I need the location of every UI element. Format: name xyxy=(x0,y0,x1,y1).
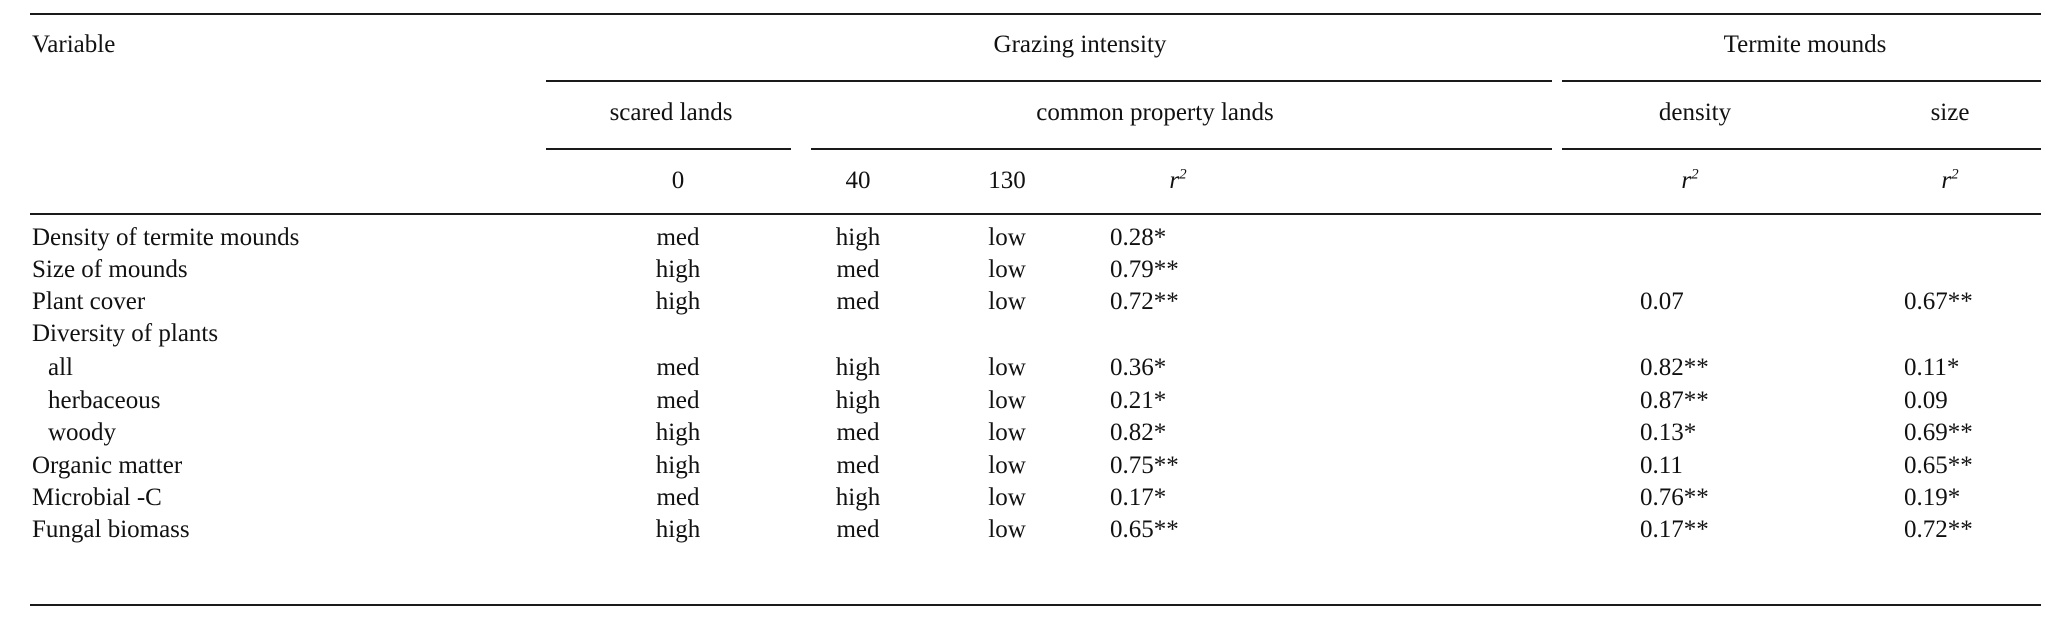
rule-scared-sub xyxy=(546,148,791,150)
cell-r2-size: 0.09 xyxy=(1904,387,1948,414)
cell-r2-size: 0.19* xyxy=(1904,484,1961,511)
cell-r2-size: 0.11* xyxy=(1904,354,1960,381)
cell-r2-density: 0.82** xyxy=(1640,354,1709,381)
cell-r2-density: 0.76** xyxy=(1640,484,1709,511)
cell-grazing-130: low xyxy=(988,516,1026,543)
cell-grazing-40: high xyxy=(835,484,881,511)
cell-grazing-130: low xyxy=(988,452,1026,479)
top-rule xyxy=(30,13,2041,15)
cell-grazing-130: low xyxy=(988,224,1026,251)
cell-grazing-0: high xyxy=(655,256,701,283)
cell-grazing-0: high xyxy=(655,452,701,479)
header-col-0: 0 xyxy=(671,167,685,194)
cell-r2-size: 0.65** xyxy=(1904,452,1973,479)
cell-variable: Microbial -C xyxy=(32,484,162,511)
cell-r2-grazing: 0.65** xyxy=(1110,516,1179,543)
cell-r2-grazing: 0.79** xyxy=(1110,256,1179,283)
cell-grazing-0: high xyxy=(655,419,701,446)
cell-variable: woody xyxy=(48,419,117,446)
cell-r2-density: 0.87** xyxy=(1640,387,1709,414)
cell-grazing-40: med xyxy=(836,516,880,543)
cell-grazing-0: high xyxy=(655,516,701,543)
cell-grazing-40: med xyxy=(836,452,880,479)
cell-grazing-130: low xyxy=(988,354,1026,381)
cell-r2-size: 0.69** xyxy=(1904,419,1973,446)
cell-grazing-0: med xyxy=(656,387,700,414)
header-col-40: 40 xyxy=(845,167,871,194)
cell-grazing-40: med xyxy=(836,256,880,283)
header-density: density xyxy=(1658,99,1732,126)
header-bottom-rule xyxy=(30,213,2041,215)
rule-termite-mounds xyxy=(1562,80,2041,82)
cell-variable: herbaceous xyxy=(48,387,161,414)
cell-r2-density: 0.17** xyxy=(1640,516,1709,543)
cell-grazing-130: low xyxy=(988,256,1026,283)
cell-r2-size: 0.72** xyxy=(1904,516,1973,543)
cell-variable: Density of termite mounds xyxy=(32,224,300,251)
header-r2-size: r2 xyxy=(1941,166,1959,194)
header-scared-lands: scared lands xyxy=(609,99,733,126)
cell-grazing-40: med xyxy=(836,288,880,315)
cell-variable: all xyxy=(48,354,73,381)
cell-r2-grazing: 0.82* xyxy=(1110,419,1167,446)
cell-r2-grazing: 0.17* xyxy=(1110,484,1167,511)
cell-grazing-130: low xyxy=(988,419,1026,446)
cell-grazing-40: high xyxy=(835,387,881,414)
cell-r2-grazing: 0.75** xyxy=(1110,452,1179,479)
cell-r2-size: 0.67** xyxy=(1904,288,1973,315)
rule-termite-sub xyxy=(1562,148,2041,150)
cell-variable: Plant cover xyxy=(32,288,146,315)
cell-r2-density: 0.13* xyxy=(1640,419,1697,446)
cell-grazing-0: high xyxy=(655,288,701,315)
header-termite-mounds: Termite mounds xyxy=(1723,31,1887,58)
cell-variable: Fungal biomass xyxy=(32,516,190,543)
cell-r2-density: 0.11 xyxy=(1640,452,1683,479)
header-r2-density: r2 xyxy=(1681,166,1699,194)
header-variable: Variable xyxy=(32,31,116,58)
cell-variable: Organic matter xyxy=(32,452,183,479)
cell-grazing-40: high xyxy=(835,354,881,381)
cell-r2-grazing: 0.36* xyxy=(1110,354,1167,381)
cell-r2-grazing: 0.28* xyxy=(1110,224,1167,251)
cell-r2-grazing: 0.21* xyxy=(1110,387,1167,414)
header-common-property-lands: common property lands xyxy=(1036,99,1274,126)
cell-grazing-0: med xyxy=(656,484,700,511)
rule-scared-lands xyxy=(546,80,1552,82)
cell-r2-grazing: 0.72** xyxy=(1110,288,1179,315)
cell-r2-density: 0.07 xyxy=(1640,288,1684,315)
cell-grazing-130: low xyxy=(988,484,1026,511)
cell-grazing-0: med xyxy=(656,224,700,251)
cell-grazing-40: med xyxy=(836,419,880,446)
cell-grazing-130: low xyxy=(988,387,1026,414)
rule-common-sub xyxy=(811,148,1552,150)
cell-grazing-130: low xyxy=(988,288,1026,315)
cell-grazing-0: med xyxy=(656,354,700,381)
header-r2-grazing: r2 xyxy=(1169,166,1187,194)
header-size: size xyxy=(1930,99,1970,126)
cell-variable: Diversity of plants xyxy=(32,320,219,347)
header-col-130: 130 xyxy=(988,167,1026,194)
bottom-rule xyxy=(30,604,2041,606)
cell-grazing-40: high xyxy=(835,224,881,251)
header-grazing-intensity: Grazing intensity xyxy=(993,31,1167,58)
cell-variable: Size of mounds xyxy=(32,256,188,283)
